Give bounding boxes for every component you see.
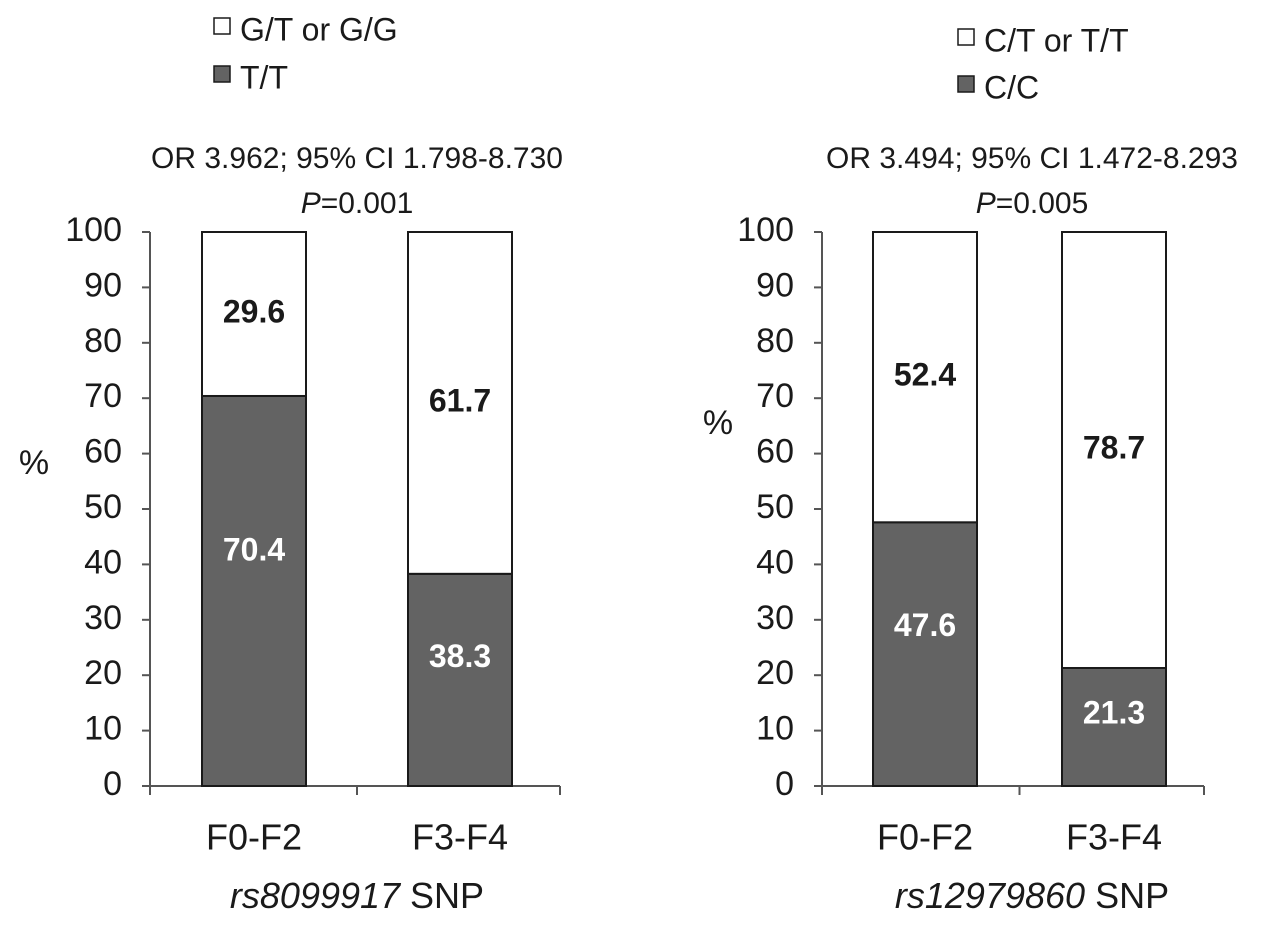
legend-swatch — [213, 65, 231, 83]
y-tick-label: 60 — [756, 433, 794, 471]
x-category-label: F0-F2 — [877, 817, 973, 858]
x-axis-title: rs8099917 SNP — [230, 875, 484, 916]
data-label: 52.4 — [894, 357, 956, 393]
bar-segment-c-c — [1061, 666, 1167, 787]
chart-panel-rs8099917: G/T or G/G T/T OR 3.962; 95% CI 1.798-8.73… — [19, 11, 563, 915]
p-value: =0.001 — [321, 187, 414, 220]
legend-label: T/T — [240, 59, 288, 95]
bar-segment-t-t — [201, 394, 307, 787]
y-tick-label: 40 — [84, 543, 122, 581]
p-symbol: P — [301, 187, 321, 220]
data-label: 61.7 — [429, 382, 491, 418]
bar-segment-c-t-or-t-t — [872, 231, 978, 524]
x-category-label: F3-F4 — [1066, 817, 1162, 858]
stat-p-value: P=0.005 — [976, 187, 1089, 220]
x-category-label: F0-F2 — [206, 817, 302, 858]
y-axis-label: % — [703, 404, 733, 442]
y-tick-label: 20 — [756, 654, 794, 692]
stat-p-value: P=0.001 — [301, 187, 414, 220]
y-tick-label: 0 — [103, 765, 122, 803]
snp-name: rs8099917 — [230, 875, 402, 916]
y-tick-label: 30 — [756, 599, 794, 637]
bar-segment-c-c — [872, 521, 978, 788]
y-tick-label: 20 — [84, 654, 122, 692]
y-tick-label: 60 — [84, 433, 122, 471]
legend-swatch — [957, 28, 975, 46]
y-tick-label: 30 — [84, 599, 122, 637]
y-tick-label: 100 — [737, 211, 794, 249]
y-axis-label: % — [19, 444, 49, 482]
snp-suffix: SNP — [1085, 875, 1169, 916]
data-label: 21.3 — [1083, 695, 1145, 731]
y-tick-label: 90 — [756, 266, 794, 304]
y-tick-label: 80 — [84, 322, 122, 360]
y-tick-label: 10 — [84, 710, 122, 748]
snp-name: rs12979860 — [895, 875, 1085, 916]
p-value: =0.005 — [996, 187, 1089, 220]
y-tick-label: 70 — [84, 377, 122, 415]
stat-odds-ratio: OR 3.962; 95% CI 1.798-8.730 — [151, 142, 563, 175]
data-label: 78.7 — [1083, 429, 1145, 465]
bar-segment-c-t-or-t-t — [1061, 231, 1167, 669]
y-tick-label: 50 — [756, 488, 794, 526]
data-label: 47.6 — [894, 607, 956, 643]
y-tick-label: 100 — [65, 211, 122, 249]
snp-suffix: SNP — [400, 875, 484, 916]
p-symbol: P — [976, 187, 996, 220]
y-tick-label: 0 — [775, 765, 794, 803]
bar-segment-g-t-or-g-g — [201, 231, 307, 397]
chart-panel-rs12979860: C/T or T/T C/C OR 3.494; 95% CI 1.472-8.29… — [703, 22, 1238, 915]
y-tick-label: 90 — [84, 266, 122, 304]
data-label: 70.4 — [223, 531, 285, 567]
x-category-label: F3-F4 — [412, 817, 508, 858]
legend-swatch — [957, 75, 975, 93]
legend-label: C/T or T/T — [984, 22, 1129, 58]
stat-odds-ratio: OR 3.494; 95% CI 1.472-8.293 — [826, 142, 1238, 175]
x-axis-title: rs12979860 SNP — [895, 875, 1169, 916]
y-tick-label: 10 — [756, 710, 794, 748]
bar-segment-g-t-or-g-g — [407, 231, 513, 575]
y-tick-label: 70 — [756, 377, 794, 415]
y-tick-label: 50 — [84, 488, 122, 526]
data-label: 29.6 — [223, 293, 285, 329]
legend-swatch — [213, 17, 231, 35]
y-tick-label: 80 — [756, 322, 794, 360]
y-tick-label: 40 — [756, 543, 794, 581]
legend-label: G/T or G/G — [240, 11, 398, 47]
legend-label: C/C — [984, 69, 1039, 105]
data-label: 38.3 — [429, 638, 491, 674]
bar-segment-t-t — [407, 572, 513, 787]
